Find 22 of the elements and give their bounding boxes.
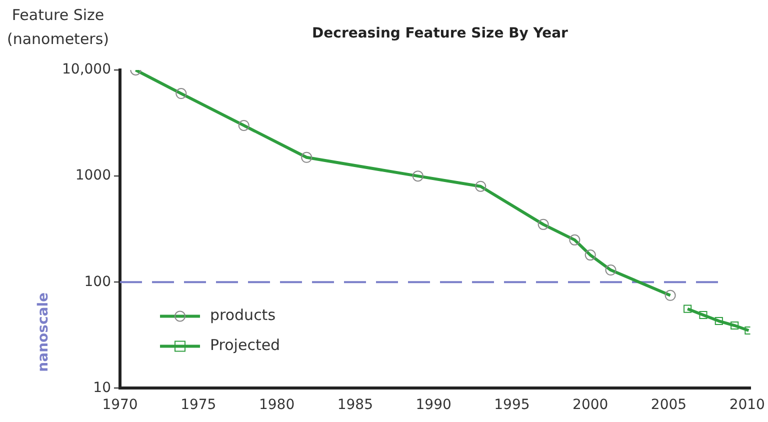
x-tick-label: 2005 [650,397,687,414]
point [730,321,739,330]
y-axis-title: Feature Size (nanometers) [6,6,110,48]
x-tick-label: 1990 [416,397,452,414]
x-tick-label: 1980 [258,397,295,414]
y-tick-label: 10,000 [62,62,111,78]
ref-line-label: nanoscale [36,292,52,372]
y-tick-label: 1000 [75,168,111,184]
x-tick-label: 2010 [729,397,765,414]
legend-label: Projected [210,336,280,354]
point [684,304,692,313]
legend-label: products [210,306,276,324]
y-tick-label: 10 [93,380,111,396]
point [714,316,723,326]
y-tick-label: 100 [84,274,111,290]
x-tick-label: 1995 [494,397,530,414]
x-tick-label: 1985 [337,397,373,414]
chart-title: Decreasing Feature Size By Year [312,26,568,42]
x-tick-label: 1975 [180,397,216,414]
point [699,310,708,320]
x-tick-label: 2000 [572,397,608,414]
x-tick-label: 1970 [102,397,138,414]
